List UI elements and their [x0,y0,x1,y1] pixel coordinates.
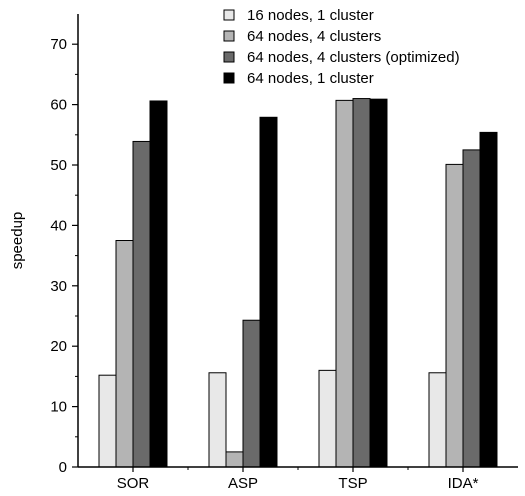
bar [98,374,117,468]
bar [352,98,371,468]
legend-swatch [223,72,235,84]
y-tick-label: 20 [50,338,67,355]
y-axis-ticks: 0 10 20 30 40 50 60 70 [50,36,78,476]
y-tick-label: 30 [50,278,67,295]
y-tick-label: 50 [50,157,67,174]
legend-label: 64 nodes, 1 cluster [247,70,374,87]
y-tick-label: 70 [50,36,67,53]
bar [208,372,227,468]
bar [225,451,244,468]
bar [369,98,388,468]
bar [149,100,168,468]
x-tick-label: ASP [228,475,258,492]
y-tick-label: 60 [50,97,67,114]
legend-swatch [223,30,235,42]
bar [335,99,354,468]
bar [462,149,481,468]
bar [115,240,134,468]
y-tick-label: 10 [50,399,67,416]
x-tick-label: SOR [117,475,150,492]
bar [428,372,447,468]
bar [132,140,151,468]
legend: 16 nodes, 1 cluster 64 nodes, 4 clusters 6… [223,7,460,87]
x-tick-label: IDA* [448,475,479,492]
legend-swatch [223,51,235,63]
bar [479,131,498,468]
legend-label: 64 nodes, 4 clusters [247,28,381,45]
bar [445,163,464,468]
legend-swatch [223,9,235,21]
x-axis-ticks: SOR ASP TSP IDA* [117,467,479,492]
x-tick-label: TSP [338,475,367,492]
y-tick-label: 0 [59,459,67,476]
bar [318,369,337,468]
y-axis-title: speedup [9,212,26,270]
bar [242,319,261,468]
bar [259,116,278,468]
legend-label: 64 nodes, 4 clusters (optimized) [247,49,460,66]
bars-layer [98,98,498,468]
y-tick-label: 40 [50,217,67,234]
legend-label: 16 nodes, 1 cluster [247,7,374,24]
